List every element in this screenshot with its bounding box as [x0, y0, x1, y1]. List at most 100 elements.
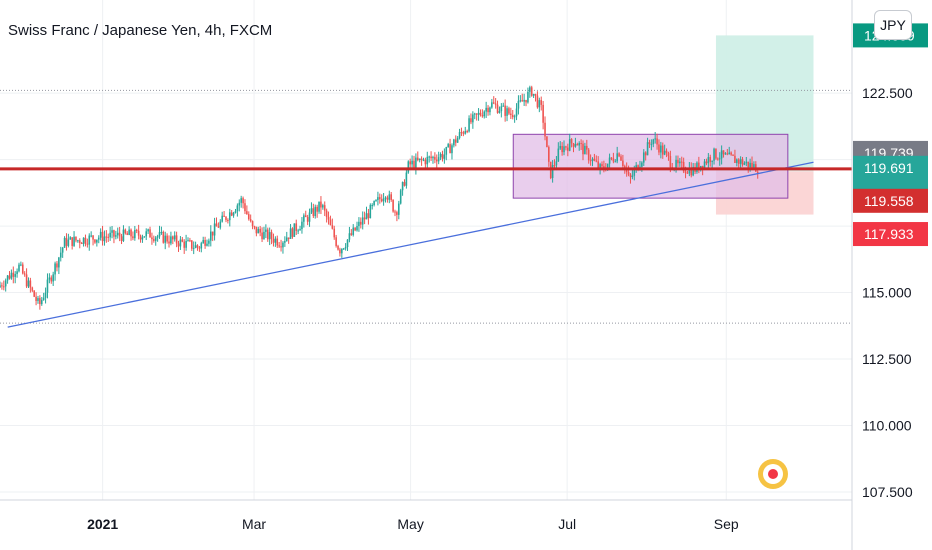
candle-body — [523, 99, 525, 102]
candle-body — [118, 232, 121, 237]
candle-body — [561, 145, 563, 153]
candle-body — [736, 159, 738, 163]
candle-body — [384, 197, 387, 199]
x-tick-label: Sep — [714, 516, 739, 532]
candle-body — [223, 215, 225, 217]
candle-body — [329, 219, 332, 226]
candle-body — [69, 237, 72, 240]
candle-body — [445, 147, 448, 155]
candle-body — [318, 201, 320, 212]
candle-body — [724, 153, 727, 155]
candle-body — [705, 161, 708, 164]
price-tag-label: 117.933 — [864, 226, 914, 242]
candle-body — [489, 107, 491, 113]
candle-body — [261, 232, 263, 240]
candle-body — [475, 113, 478, 115]
candle-body — [415, 157, 417, 169]
x-tick-label: Jul — [558, 516, 576, 532]
candle-body — [614, 161, 617, 163]
candle-body — [179, 239, 182, 247]
candle-body — [160, 231, 163, 233]
candle-body — [392, 199, 394, 212]
candle-body — [8, 275, 11, 279]
candle-body — [483, 111, 486, 117]
candle-body — [576, 144, 579, 146]
price-tag-label: 119.558 — [864, 193, 914, 209]
candle-body — [399, 190, 402, 204]
x-tick-label: 2021 — [87, 516, 118, 532]
candle-body — [667, 152, 670, 157]
candle-body — [656, 138, 658, 145]
candle-body — [703, 161, 706, 169]
candle-body — [153, 239, 155, 241]
candle-body — [86, 243, 89, 245]
candle-body — [715, 148, 717, 159]
candle-body — [453, 139, 455, 146]
candle-body — [297, 230, 299, 232]
candle-body — [365, 213, 368, 220]
candle-body — [608, 157, 611, 164]
candle-body — [530, 87, 533, 96]
candle-body — [511, 114, 514, 118]
candle-body — [553, 165, 556, 167]
candle-body — [515, 108, 518, 117]
candle-body — [597, 161, 599, 169]
candle-body — [316, 206, 318, 212]
candle-body — [557, 148, 560, 162]
candle-body — [105, 236, 108, 238]
x-tick-label: May — [397, 516, 423, 532]
candle-body — [629, 174, 632, 178]
candle-body — [620, 156, 622, 161]
candle-body — [377, 197, 379, 201]
candle-body — [276, 238, 279, 246]
candle-body — [642, 152, 645, 163]
candle-body — [333, 228, 336, 238]
replay-icon — [758, 459, 788, 489]
candle-body — [616, 153, 618, 162]
candle-body — [420, 158, 423, 161]
candle-body — [126, 233, 129, 235]
candle-body — [379, 197, 381, 200]
candle-body — [215, 223, 218, 227]
candle-body — [454, 139, 457, 143]
candle-body — [40, 299, 43, 305]
candle-body — [411, 160, 413, 165]
candle-body — [435, 159, 438, 162]
candle-body — [443, 154, 446, 159]
candle-body — [92, 235, 94, 240]
candle-body — [388, 194, 391, 200]
candle-body — [27, 280, 30, 287]
candle-body — [601, 164, 603, 167]
candle-body — [6, 275, 9, 281]
candle-body — [380, 199, 383, 202]
candle-body — [236, 205, 239, 212]
candle-body — [221, 215, 223, 222]
candle-body — [635, 165, 637, 170]
candle-body — [189, 240, 191, 242]
candle-body — [698, 162, 700, 171]
candle-body — [622, 160, 624, 167]
candle-body — [680, 161, 683, 163]
candle-body — [344, 246, 347, 249]
candle-body — [394, 211, 396, 213]
currency-selector[interactable]: JPY — [874, 10, 912, 40]
candle-body — [101, 231, 104, 242]
candle-body — [572, 143, 575, 147]
candle-body — [56, 263, 58, 268]
candle-body — [741, 159, 744, 165]
candle-body — [204, 240, 206, 246]
candle-body — [546, 136, 548, 148]
candle-body — [485, 107, 487, 112]
candle-body — [491, 102, 493, 108]
candle-body — [405, 172, 408, 186]
candle-body — [339, 249, 341, 254]
candle-body — [145, 231, 148, 237]
candle-body — [494, 103, 497, 105]
candle-body — [208, 240, 210, 244]
candle-body — [200, 243, 203, 249]
candle-body — [348, 233, 351, 240]
candle-body — [202, 240, 204, 244]
candle-body — [265, 229, 267, 232]
candle-body — [451, 145, 453, 154]
